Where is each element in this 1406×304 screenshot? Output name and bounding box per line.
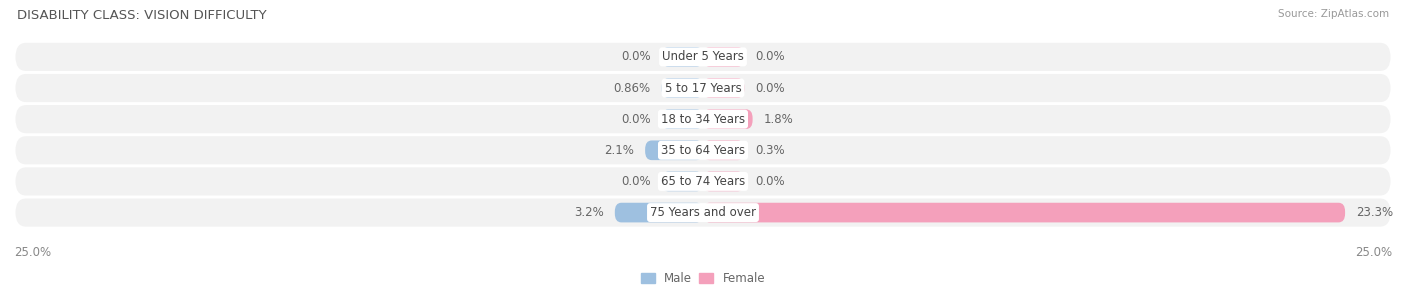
FancyBboxPatch shape	[703, 109, 752, 129]
Text: 0.0%: 0.0%	[621, 50, 651, 63]
FancyBboxPatch shape	[15, 105, 1391, 133]
FancyBboxPatch shape	[662, 171, 703, 191]
FancyBboxPatch shape	[703, 47, 744, 67]
FancyBboxPatch shape	[662, 47, 703, 67]
Text: 2.1%: 2.1%	[605, 144, 634, 157]
Text: 0.0%: 0.0%	[621, 113, 651, 126]
Text: 0.0%: 0.0%	[755, 50, 785, 63]
Legend: Male, Female: Male, Female	[636, 268, 770, 290]
Text: 0.0%: 0.0%	[755, 175, 785, 188]
Text: 0.3%: 0.3%	[755, 144, 785, 157]
FancyBboxPatch shape	[645, 140, 703, 160]
FancyBboxPatch shape	[15, 136, 1391, 164]
Text: Source: ZipAtlas.com: Source: ZipAtlas.com	[1278, 9, 1389, 19]
Text: 75 Years and over: 75 Years and over	[650, 206, 756, 219]
FancyBboxPatch shape	[703, 171, 744, 191]
FancyBboxPatch shape	[662, 78, 703, 98]
Text: 25.0%: 25.0%	[1355, 246, 1392, 259]
FancyBboxPatch shape	[15, 199, 1391, 227]
Text: 23.3%: 23.3%	[1357, 206, 1393, 219]
FancyBboxPatch shape	[662, 109, 703, 129]
Text: Under 5 Years: Under 5 Years	[662, 50, 744, 63]
Text: 0.86%: 0.86%	[613, 81, 651, 95]
FancyBboxPatch shape	[703, 140, 744, 160]
FancyBboxPatch shape	[703, 78, 744, 98]
Text: 3.2%: 3.2%	[574, 206, 603, 219]
Text: 5 to 17 Years: 5 to 17 Years	[665, 81, 741, 95]
Text: 1.8%: 1.8%	[763, 113, 793, 126]
Text: 0.0%: 0.0%	[755, 81, 785, 95]
FancyBboxPatch shape	[15, 74, 1391, 102]
Text: 0.0%: 0.0%	[621, 175, 651, 188]
Text: 18 to 34 Years: 18 to 34 Years	[661, 113, 745, 126]
Text: DISABILITY CLASS: VISION DIFFICULTY: DISABILITY CLASS: VISION DIFFICULTY	[17, 9, 267, 22]
Text: 35 to 64 Years: 35 to 64 Years	[661, 144, 745, 157]
FancyBboxPatch shape	[15, 43, 1391, 71]
FancyBboxPatch shape	[703, 203, 1346, 223]
Text: 25.0%: 25.0%	[14, 246, 51, 259]
FancyBboxPatch shape	[15, 167, 1391, 195]
FancyBboxPatch shape	[614, 203, 703, 223]
Text: 65 to 74 Years: 65 to 74 Years	[661, 175, 745, 188]
